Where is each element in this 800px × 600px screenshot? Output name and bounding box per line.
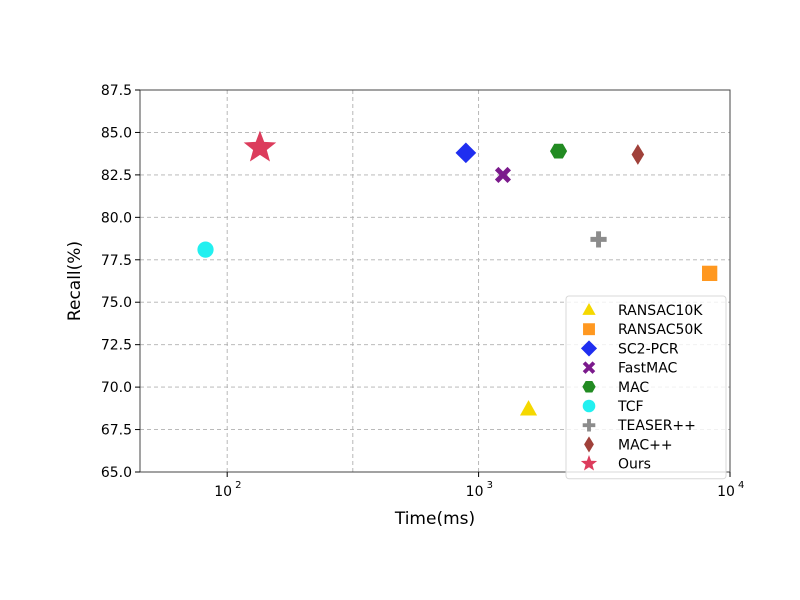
- point-mac: [631, 144, 645, 165]
- legend-label: SC2-PCR: [618, 341, 679, 357]
- grid: [140, 90, 730, 472]
- legend-marker: [582, 418, 596, 432]
- legend-marker: [582, 361, 596, 374]
- legend-item-fastmac: FastMAC: [582, 361, 678, 377]
- legend-label: MAC: [618, 380, 649, 396]
- legend-item-mac: MAC: [582, 380, 649, 396]
- legend-label: MAC++: [618, 437, 673, 453]
- legend-item-teaser: TEASER++: [582, 418, 696, 434]
- x-tick-exponent: 4: [738, 480, 744, 491]
- y-tick-label: 80.0: [101, 210, 132, 226]
- legend-label: Ours: [618, 457, 651, 473]
- x-tick-label: 10: [466, 484, 484, 500]
- data-points: [197, 130, 718, 416]
- point-tcf: [197, 241, 214, 258]
- legend-label: RANSAC50K: [618, 322, 703, 338]
- y-tick-label: 67.5: [101, 423, 132, 439]
- point-fastmac: [494, 166, 512, 183]
- y-tick-label: 72.5: [101, 338, 132, 354]
- y-tick-label: 65.0: [101, 465, 132, 481]
- point-ours: [243, 130, 277, 162]
- x-tick-exponent: 3: [487, 480, 493, 491]
- legend-item-ransac10k: RANSAC10K: [582, 303, 703, 319]
- legend-item-tcf: TCF: [582, 399, 644, 415]
- legend-label: TEASER++: [617, 418, 696, 434]
- y-axis-title: Recall(%): [65, 241, 85, 321]
- legend-marker: [580, 340, 598, 357]
- point-ransac50k: [702, 265, 718, 282]
- legend-item-ours: Ours: [580, 455, 651, 473]
- legend-box: [565, 295, 727, 480]
- legend-marker: [582, 381, 596, 393]
- y-tick-label: 82.5: [101, 168, 132, 184]
- x-tick-label: 10: [717, 484, 735, 500]
- point-sc2-pcr: [455, 142, 477, 164]
- legend-marker: [582, 303, 596, 315]
- y-axis: 65.0 67.5 70.0 72.5 75.0 77.5 80.0 82.5 85.0 87.5: [101, 83, 140, 481]
- legend-marker: [580, 455, 598, 471]
- legend-label: FastMAC: [618, 361, 678, 377]
- point-mac: [550, 143, 568, 159]
- legend-item-sc2-pcr: SC2-PCR: [580, 340, 679, 357]
- legend-label: RANSAC10K: [618, 303, 703, 319]
- legend-marker: [583, 323, 595, 336]
- x-axis-title: Time(ms): [394, 509, 475, 529]
- plot-frame: [139, 89, 731, 473]
- y-tick-label: 77.5: [101, 253, 132, 269]
- legend-label: TCF: [617, 399, 644, 415]
- y-tick-label: 75.0: [101, 295, 132, 311]
- x-tick-label: 10: [214, 484, 232, 500]
- legend-item-ransac50k: RANSAC50K: [583, 322, 703, 338]
- y-tick-label: 85.0: [101, 125, 132, 141]
- legend-marker: [582, 399, 596, 413]
- x-axis: 10 2 10 3 10 4: [214, 472, 744, 500]
- x-tick-exponent: 2: [235, 480, 241, 491]
- legend-marker: [584, 436, 594, 453]
- y-tick-label: 87.5: [101, 83, 132, 99]
- point-ransac10k: [519, 400, 538, 416]
- y-tick-label: 70.0: [101, 380, 132, 396]
- legend: RANSAC10K RANSAC50K SC2-PCR FastMAC MAC TCF TE…: [565, 295, 727, 480]
- legend-item-mac: MAC++: [584, 436, 673, 453]
- point-teaser: [590, 231, 607, 248]
